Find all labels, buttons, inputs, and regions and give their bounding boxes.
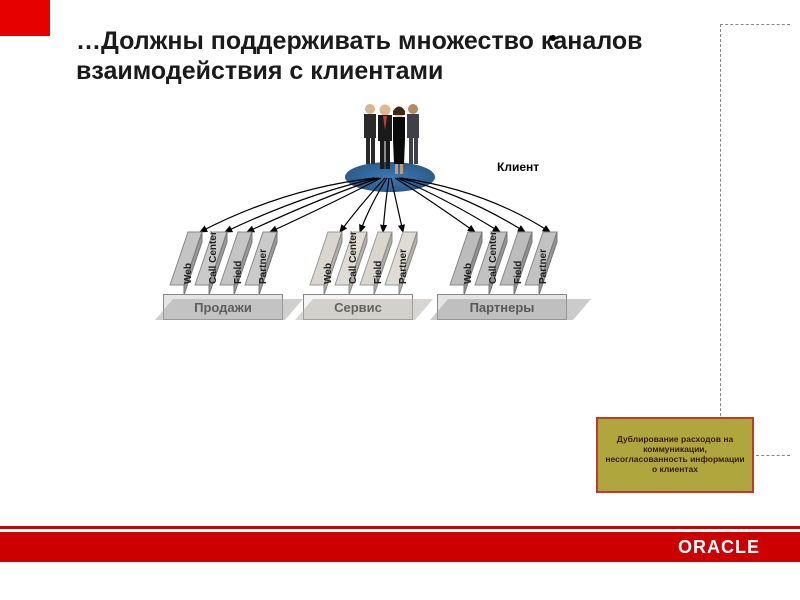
channel-label: Partner [398, 249, 409, 284]
channel-label: Call Center [348, 231, 359, 284]
channel-label: Call Center [208, 231, 219, 284]
dashed-connector [720, 24, 790, 456]
channel-label: Field [373, 261, 384, 284]
footer-bar: ORACLE [0, 532, 800, 562]
callout-text: Дублирование расходов на коммуникации, н… [602, 435, 748, 474]
page-title: …Должны поддерживать множество каналов в… [76, 26, 696, 86]
channel-diagram: Клиент [145, 100, 615, 330]
base-shadow [145, 295, 615, 335]
channel-label: Call Center [488, 231, 499, 284]
channel-label: Web [323, 263, 334, 284]
accent-square [0, 0, 50, 36]
oracle-logo: ORACLE [678, 537, 760, 558]
channel-label: Web [183, 263, 194, 284]
channel-label: Field [233, 261, 244, 284]
channel-label: Web [463, 263, 474, 284]
title-dot [550, 35, 556, 41]
problem-callout: Дублирование расходов на коммуникации, н… [596, 417, 754, 493]
people-group [357, 100, 417, 178]
footer-line [0, 526, 800, 529]
channel-label: Partner [538, 249, 549, 284]
channel-label: Partner [258, 249, 269, 284]
channel-label: Field [513, 261, 524, 284]
